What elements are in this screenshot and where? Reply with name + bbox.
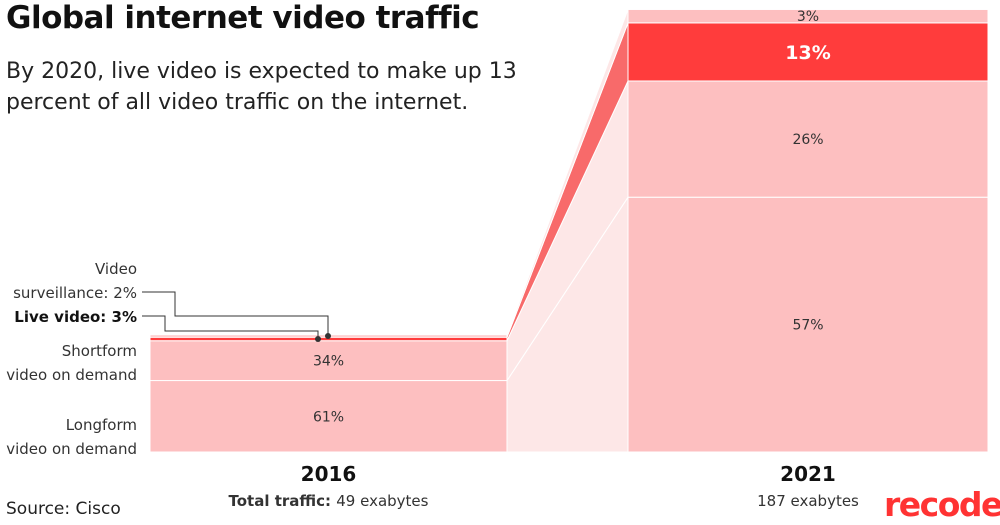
label-video-surveillance-line-2: surveillance: 2% (13, 284, 137, 302)
bar-segment-2021-shortform-video-on-demand (627, 80, 989, 198)
data-label-2021-live-video: 13% (785, 42, 830, 64)
label-live-video-value: 3% (112, 308, 137, 326)
bar-segment-2016-shortform-video-on-demand (149, 340, 508, 382)
data-label-2016-longform-video-on-demand: 61% (313, 409, 344, 425)
bar-segment-2021-video-surveillance (627, 8, 989, 24)
bar-segment-2021-longform-video-on-demand (627, 196, 989, 453)
label-live-video: Live video: 3% (14, 308, 137, 326)
chart-title: Global internet video traffic (6, 0, 480, 36)
label-shortform-line-2: video on demand (6, 366, 137, 384)
recode-logo: recode (884, 485, 1000, 524)
source-note: Source: Cisco (6, 499, 121, 519)
total-traffic-2021: 187 exabytes (757, 492, 859, 510)
data-label-2021-video-surveillance: 3% (797, 9, 819, 25)
x-tick-label-2016: 2016 (301, 462, 357, 486)
data-label-2021-longform-video-on-demand: 57% (792, 318, 823, 334)
total-traffic-value: 49 exabytes (336, 492, 428, 510)
leader-line-live-video (142, 315, 319, 339)
bar-segment-2016-longform-video-on-demand (149, 380, 508, 453)
x-tick-label-2021: 2021 (780, 462, 836, 486)
data-label-2016-shortform-video-on-demand: 34% (313, 354, 344, 370)
chart-subtitle: By 2020, live video is expected to make … (6, 59, 517, 115)
label-longform-line-2: video on demand (6, 440, 137, 458)
data-label-2021-shortform-video-on-demand: 26% (792, 132, 823, 148)
label-video-surveillance-line-1: Video (95, 260, 137, 278)
label-longform-line-1: Longform (66, 416, 137, 434)
leader-dot-live-video (315, 335, 321, 342)
total-traffic-2016: Total traffic: 49 exabytes (229, 492, 429, 510)
total-traffic-prefix: Total traffic: (229, 492, 337, 510)
bar-segment-2021-live-video (627, 22, 989, 82)
label-shortform-line-1: Shortform (62, 342, 137, 360)
label-live-video-name: Live video: (14, 308, 111, 326)
total-traffic-value: 187 exabytes (757, 492, 859, 510)
leader-dot-video-surveillance (325, 333, 331, 340)
leader-line-video-surveillance (142, 291, 329, 337)
